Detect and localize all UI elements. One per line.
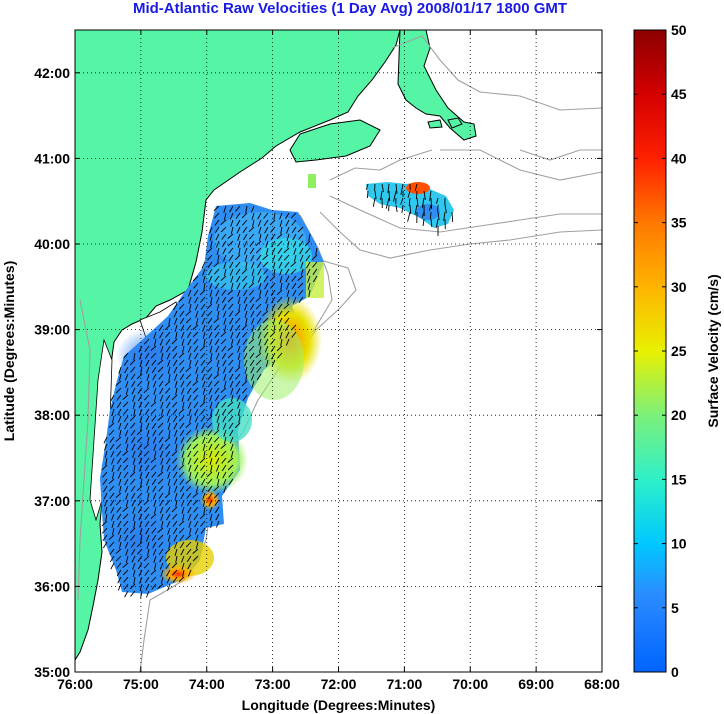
lon-tick-label: 69:00	[518, 676, 554, 692]
lat-tick-label: 39:00	[34, 322, 70, 338]
chesapeake-bay	[89, 338, 113, 522]
colorbar-tick-label: 5	[671, 600, 679, 616]
lat-tick-label: 35:00	[34, 664, 70, 680]
lon-tick-label: 74:00	[189, 676, 225, 692]
y-axis-label: Latitude (Degrees:Minutes)	[1, 261, 17, 441]
x-axis-label: Longitude (Degrees:Minutes)	[242, 697, 436, 713]
colorbar-tick-label: 10	[671, 536, 687, 552]
lat-tick-label: 37:00	[34, 493, 70, 509]
coverage-main	[100, 203, 324, 594]
colorbar-tick-label: 35	[671, 215, 687, 231]
nantucket	[447, 117, 463, 129]
colorbar-tick-label: 30	[671, 279, 687, 295]
colorbar-tick-label: 0	[671, 664, 679, 680]
colorbar-tick-label: 50	[671, 22, 687, 38]
lon-tick-label: 76:00	[57, 676, 93, 692]
cape-cod	[397, 30, 477, 141]
colorbar	[633, 29, 667, 673]
land-areas	[75, 30, 477, 661]
lat-tick-label: 38:00	[34, 407, 70, 423]
map-axes: 76:00 75:00 74:00 73:00 72:00 71:00 70:00 69:00…	[1, 30, 620, 713]
colorbar-tick-label: 25	[671, 343, 687, 359]
colorbar-label: Surface Velocity (cm/s)	[705, 274, 721, 427]
colorbar-tick-label: 15	[671, 471, 687, 487]
lon-tick-label: 70:00	[452, 676, 488, 692]
lon-tick-label: 68:00	[584, 676, 620, 692]
long-island	[289, 119, 381, 163]
lat-tick-label: 36:00	[34, 578, 70, 594]
colorbar-tick-label: 40	[671, 150, 687, 166]
marthas-vineyard	[427, 119, 443, 129]
lat-tick-label: 42:00	[34, 65, 70, 81]
lon-tick-label: 72:00	[321, 676, 357, 692]
lat-tick-label: 41:00	[34, 150, 70, 166]
lon-tick-label: 71:00	[386, 676, 422, 692]
chart-title: Mid-Atlantic Raw Velocities (1 Day Avg) …	[132, 0, 568, 17]
lon-tick-label: 75:00	[123, 676, 159, 692]
colorbar-ticks: 0 5 10 15 20 25 30 35 40 45 50 Surface Velocity (cm…	[634, 22, 721, 680]
colorbar-tick-label: 45	[671, 86, 687, 102]
lat-tick-label: 40:00	[34, 236, 70, 252]
mainland-northeast	[75, 30, 401, 661]
colorbar-tick-label: 20	[671, 407, 687, 423]
velocity-vectors	[101, 183, 454, 598]
lon-tick-label: 73:00	[255, 676, 291, 692]
